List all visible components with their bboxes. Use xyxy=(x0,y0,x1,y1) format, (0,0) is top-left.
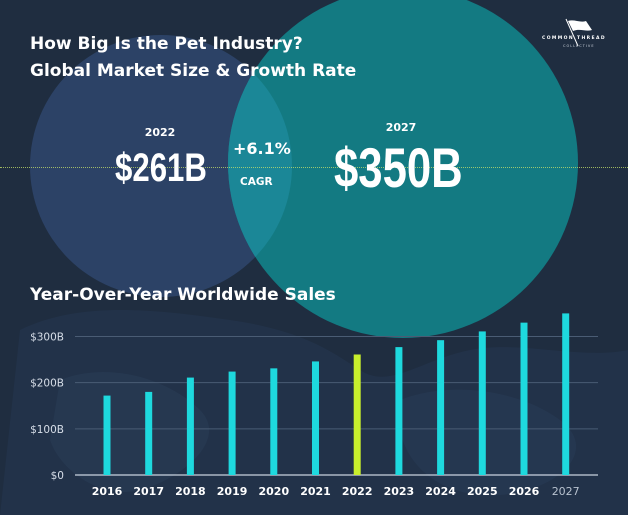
growth-rate: +6.1% xyxy=(233,139,291,158)
bar-2026 xyxy=(520,322,528,475)
start-value: $261B xyxy=(115,146,207,190)
y-tick-label: $100B xyxy=(30,424,64,436)
end-value: $350B xyxy=(334,136,463,199)
chart-title: Year-Over-Year Worldwide Sales xyxy=(30,285,336,305)
x-tick-label: 2026 xyxy=(509,485,540,498)
bar-2017 xyxy=(145,391,153,475)
bar-2025 xyxy=(478,331,486,475)
end-year-label: 2027 xyxy=(385,121,417,134)
page-subtitle: Global Market Size & Growth Rate xyxy=(30,61,357,81)
gridlines xyxy=(75,335,598,476)
bar-2019 xyxy=(228,371,236,475)
flag-icon xyxy=(565,18,592,47)
y-tick-label: $200B xyxy=(30,378,64,390)
x-tick-label: 2017 xyxy=(133,485,164,498)
dotted-divider xyxy=(0,167,628,168)
x-tick-label: 2027 xyxy=(552,485,580,498)
x-tick-label: 2021 xyxy=(300,485,331,498)
bar-2021 xyxy=(312,361,319,475)
bar-2018 xyxy=(186,377,194,475)
page-title: How Big Is the Pet Industry? xyxy=(30,34,303,54)
bar-2016 xyxy=(103,395,111,475)
x-tick-label: 2019 xyxy=(217,485,248,498)
x-axis-ticks: 2016 2017 2018 2019 2020 2021 2022 2023 2024 2025… xyxy=(92,485,580,498)
y-tick-label: $0 xyxy=(51,470,64,482)
y-tick-label: $300B xyxy=(30,331,64,343)
start-year-label: 2022 xyxy=(144,126,176,139)
x-tick-label: 2020 xyxy=(258,485,289,498)
x-tick-label: 2025 xyxy=(467,485,498,498)
bar-2024 xyxy=(437,340,445,475)
x-tick-label: 2024 xyxy=(425,485,456,498)
bar-2023 xyxy=(395,347,403,475)
logo-subtitle: COLLECTIVE xyxy=(563,44,595,48)
x-tick-label: 2018 xyxy=(175,485,206,498)
bar-2022 xyxy=(353,354,361,475)
y-axis-ticks: $0 $100B $200B $300B xyxy=(30,331,64,482)
bar-2027 xyxy=(562,313,570,475)
x-tick-label: 2022 xyxy=(342,485,373,498)
bars xyxy=(103,313,570,475)
bar-2020 xyxy=(270,368,278,475)
logo-name: COMMON THREAD xyxy=(542,36,607,41)
x-tick-label: 2023 xyxy=(384,485,415,498)
x-tick-label: 2016 xyxy=(92,485,123,498)
growth-rate-label: CAGR xyxy=(240,176,273,188)
